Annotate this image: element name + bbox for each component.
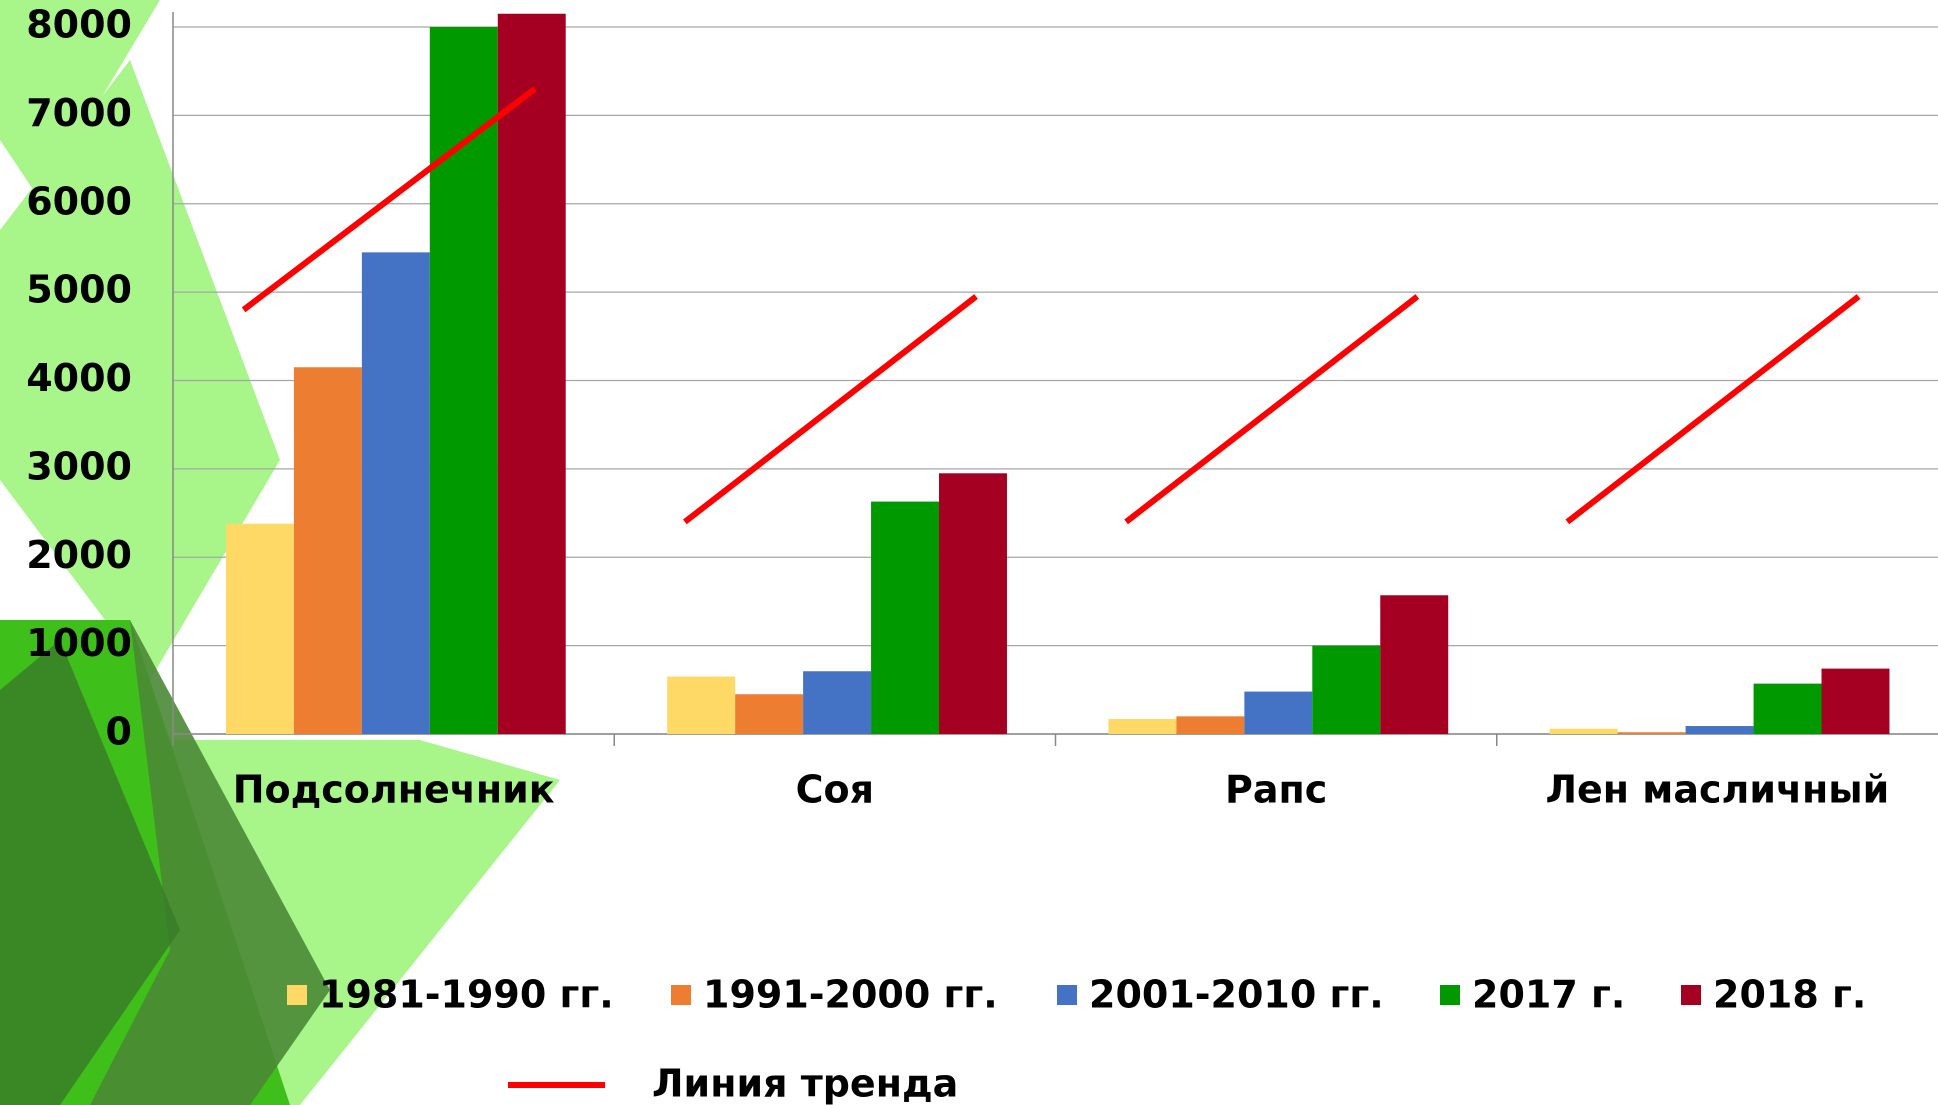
bar xyxy=(1380,595,1448,734)
y-tick-label: 2000 xyxy=(26,533,132,577)
y-tick-label: 5000 xyxy=(26,268,132,312)
bar xyxy=(1754,684,1822,734)
trend-line xyxy=(1567,297,1858,522)
legend-swatch xyxy=(1681,985,1701,1005)
bar xyxy=(1686,726,1754,734)
bar xyxy=(803,671,871,734)
x-tick-label: Рапс xyxy=(1225,768,1327,812)
y-tick-label: 4000 xyxy=(26,356,132,400)
legend-label: 2018 г. xyxy=(1713,973,1866,1017)
bar xyxy=(1312,646,1380,734)
legend-label: 2001-2010 гг. xyxy=(1089,973,1384,1017)
bar xyxy=(1822,669,1890,734)
bar xyxy=(1108,719,1176,734)
bar xyxy=(498,14,566,734)
legend-swatch xyxy=(1440,985,1460,1005)
y-tick-label: 1000 xyxy=(26,621,132,665)
bar xyxy=(871,502,939,734)
bar xyxy=(1618,732,1686,734)
bar xyxy=(1244,692,1312,734)
bar xyxy=(294,367,362,734)
chart: 0 1000 2000 3000 4000 5000 6000 7000 8000 Подсолн… xyxy=(0,0,1938,1105)
legend-swatch xyxy=(671,985,691,1005)
page: {"chart_data": {"type": "bar", "categori… xyxy=(0,0,1938,1105)
legend-label: Линия тренда xyxy=(652,1062,958,1105)
bar xyxy=(430,27,498,734)
y-tick-label: 6000 xyxy=(26,179,132,223)
y-tick-label: 3000 xyxy=(26,444,132,488)
legend-label: 1981-1990 гг. xyxy=(319,973,614,1017)
bar xyxy=(226,524,294,734)
legend-swatch xyxy=(287,985,307,1005)
bar xyxy=(1176,716,1244,734)
bar xyxy=(362,252,430,734)
trend-line xyxy=(1126,297,1417,522)
legend-swatch xyxy=(1057,985,1077,1005)
y-tick-label: 7000 xyxy=(26,91,132,135)
bar xyxy=(735,694,803,734)
bar xyxy=(1550,729,1618,734)
y-tick-label: 8000 xyxy=(26,3,132,47)
x-tick-label: Лен масличный xyxy=(1545,768,1889,812)
x-tick-label: Соя xyxy=(796,768,874,812)
bar xyxy=(667,677,735,734)
trend-line xyxy=(685,297,976,522)
legend-label: 2017 г. xyxy=(1472,973,1625,1017)
x-tick-label: Подсолнечник xyxy=(233,768,555,812)
legend-label: 1991-2000 гг. xyxy=(703,973,998,1017)
y-tick-label: 0 xyxy=(106,710,132,754)
bar xyxy=(939,473,1007,734)
